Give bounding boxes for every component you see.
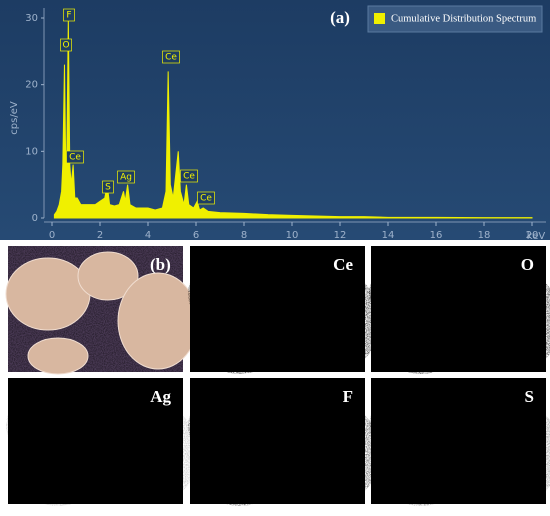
y-tick-label: 10 — [25, 146, 38, 157]
peak-label: Ce — [183, 172, 195, 182]
map-particle — [300, 273, 380, 369]
particle — [77, 251, 139, 301]
map-particle — [441, 252, 501, 300]
map-particle — [28, 470, 88, 506]
x-tick-label: 14 — [382, 230, 395, 241]
peak-label-box — [66, 150, 84, 164]
y-tick-label: 20 — [25, 80, 38, 91]
legend-swatch — [374, 13, 385, 24]
peak-label: S — [105, 183, 111, 193]
spectrum-area — [53, 17, 533, 219]
element-maps: (b) Ce O Ag F S — [5, 246, 550, 506]
peak-label-box — [60, 38, 72, 52]
peak-label-box — [180, 169, 198, 183]
peak-label-box — [197, 191, 215, 205]
map-particle — [481, 405, 550, 501]
map-particle — [481, 273, 550, 369]
legend — [367, 5, 543, 33]
map-label: F — [343, 387, 353, 406]
peak-label-box — [102, 180, 114, 194]
map-particle — [210, 470, 270, 506]
y-tick-label: 0 — [32, 213, 38, 224]
peak-label: O — [62, 41, 69, 51]
map-particle — [300, 405, 380, 501]
peak-label-box — [162, 50, 180, 64]
map-particle — [391, 338, 451, 374]
spectrum-background — [0, 0, 550, 240]
panel-label: (a) — [330, 8, 350, 27]
x-tick-label: 18 — [478, 230, 491, 241]
x-axis-label: keV — [527, 231, 546, 242]
map-label: Ce — [333, 255, 353, 274]
map-particle — [118, 405, 198, 501]
y-axis-label: cps/eV — [9, 101, 20, 135]
peak-label-box — [117, 170, 135, 184]
map-particle — [78, 384, 138, 432]
map-particle — [391, 470, 451, 506]
x-tick-label: 0 — [49, 230, 55, 241]
peak-label-box — [63, 8, 75, 22]
peak-label: Ce — [200, 194, 212, 204]
x-tick-label: 4 — [145, 230, 151, 241]
y-tick-label: 30 — [25, 13, 38, 24]
x-tick-label: 8 — [241, 230, 247, 241]
peak-label: Ce — [165, 53, 177, 63]
map-particle — [260, 384, 320, 432]
map-particle — [260, 252, 320, 300]
map-label: Ag — [150, 387, 171, 406]
x-tick-label: 6 — [193, 230, 199, 241]
map-particle — [188, 390, 272, 462]
legend-label: Cumulative Distribution Spectrum — [391, 13, 536, 24]
particle — [5, 257, 91, 331]
map-particle — [441, 384, 501, 432]
map-particle — [210, 338, 270, 374]
map-particle — [6, 390, 90, 462]
peak-label: Ag — [120, 173, 132, 183]
map-label: S — [525, 387, 534, 406]
peak-label: F — [66, 11, 71, 21]
panel-label: (b) — [150, 255, 171, 274]
peak-label: Ce — [69, 153, 81, 163]
particle — [27, 337, 89, 375]
particle — [117, 272, 199, 370]
x-tick-label: 2 — [97, 230, 103, 241]
x-tick-label: 12 — [334, 230, 347, 241]
x-tick-label: 20 — [526, 230, 539, 241]
map-particle — [369, 258, 453, 330]
map-label: O — [521, 255, 534, 274]
x-tick-label: 16 — [430, 230, 443, 241]
map-particle — [369, 390, 453, 462]
map-particle — [188, 258, 272, 330]
x-tick-label: 10 — [286, 230, 299, 241]
